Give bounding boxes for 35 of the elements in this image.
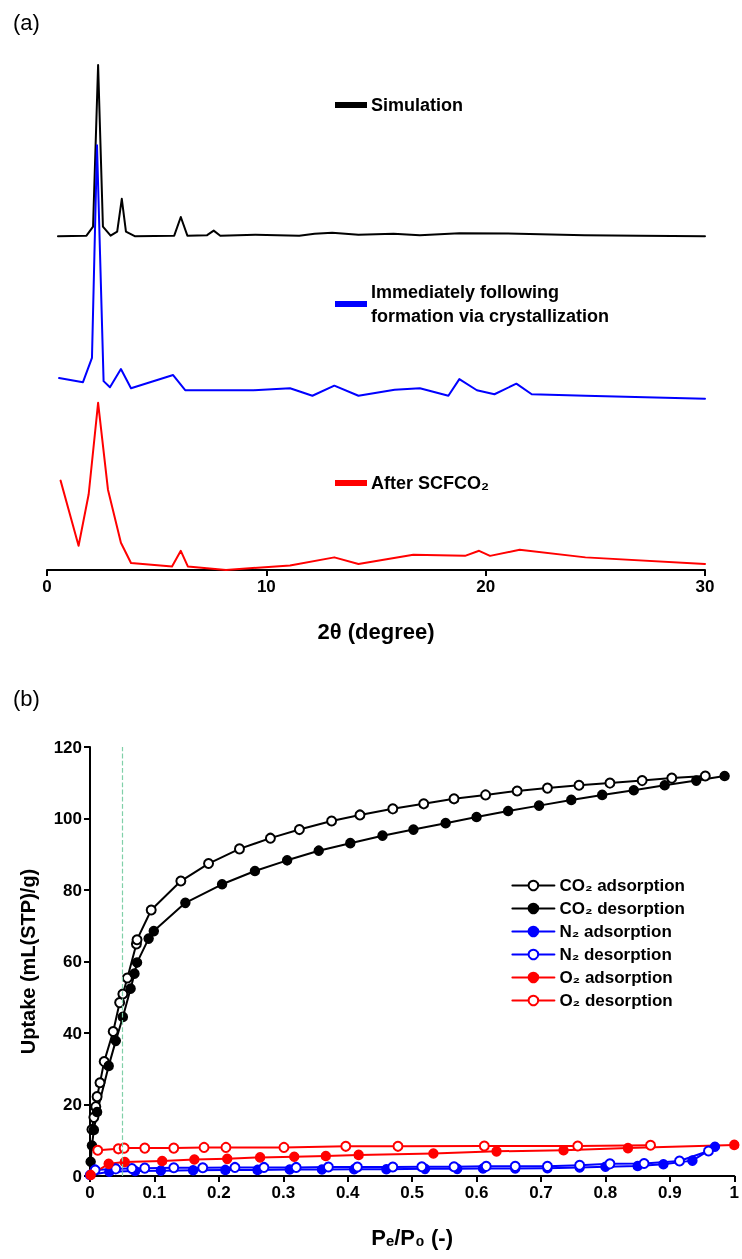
x-tick-label: 20 (476, 577, 496, 596)
chart-title: (b) (13, 685, 40, 711)
legend-label: N₂ desorption (559, 945, 672, 964)
y-tick-label: 120 (53, 737, 82, 757)
legend-label: After SCFCO₂ (371, 473, 490, 493)
x-tick-label: 0.3 (271, 1183, 296, 1202)
x-tick-label: 0.6 (464, 1183, 489, 1202)
x-tick-label: 0.2 (207, 1183, 231, 1202)
x-tick-label: 0.5 (400, 1183, 424, 1202)
x-tick-label: 1 (729, 1183, 740, 1202)
y-tick-label: 100 (53, 809, 82, 828)
legend-label: Simulation (371, 95, 464, 115)
y-tick-label: 0 (72, 1166, 82, 1186)
x-tick-label: 0.9 (658, 1183, 682, 1202)
x-tick-label: 0 (85, 1183, 95, 1202)
y-tick-label: 20 (63, 1095, 82, 1114)
legend-label: CO₂ adsorption (559, 876, 685, 895)
x-tick-label: 30 (695, 577, 715, 596)
chart-title: (a) (13, 9, 40, 35)
y-tick-label: 60 (63, 952, 82, 971)
x-axis-title: 2θ (degree) (317, 618, 435, 644)
x-tick-label: 10 (256, 577, 276, 596)
legend-label: CO₂ desorption (559, 899, 685, 918)
x-tick-label: 0.8 (593, 1183, 618, 1202)
y-axis-title: Uptake (mL(STP)/g) (17, 868, 39, 1055)
x-axis-title: Pₑ/P₀ (-) (371, 1224, 454, 1250)
legend-label: Immediately following formation via crystallization (371, 282, 610, 326)
x-tick-label: 0.7 (529, 1183, 553, 1202)
x-tick-label: 0.4 (335, 1183, 361, 1202)
y-tick-label: 80 (63, 880, 82, 900)
legend-label: O₂ desorption (559, 991, 673, 1010)
legend-label: N₂ adsorption (559, 922, 672, 941)
y-tick-label: 40 (63, 1023, 82, 1043)
x-tick-label: 0.1 (142, 1183, 167, 1202)
legend-label: O₂ adsorption (559, 968, 673, 987)
